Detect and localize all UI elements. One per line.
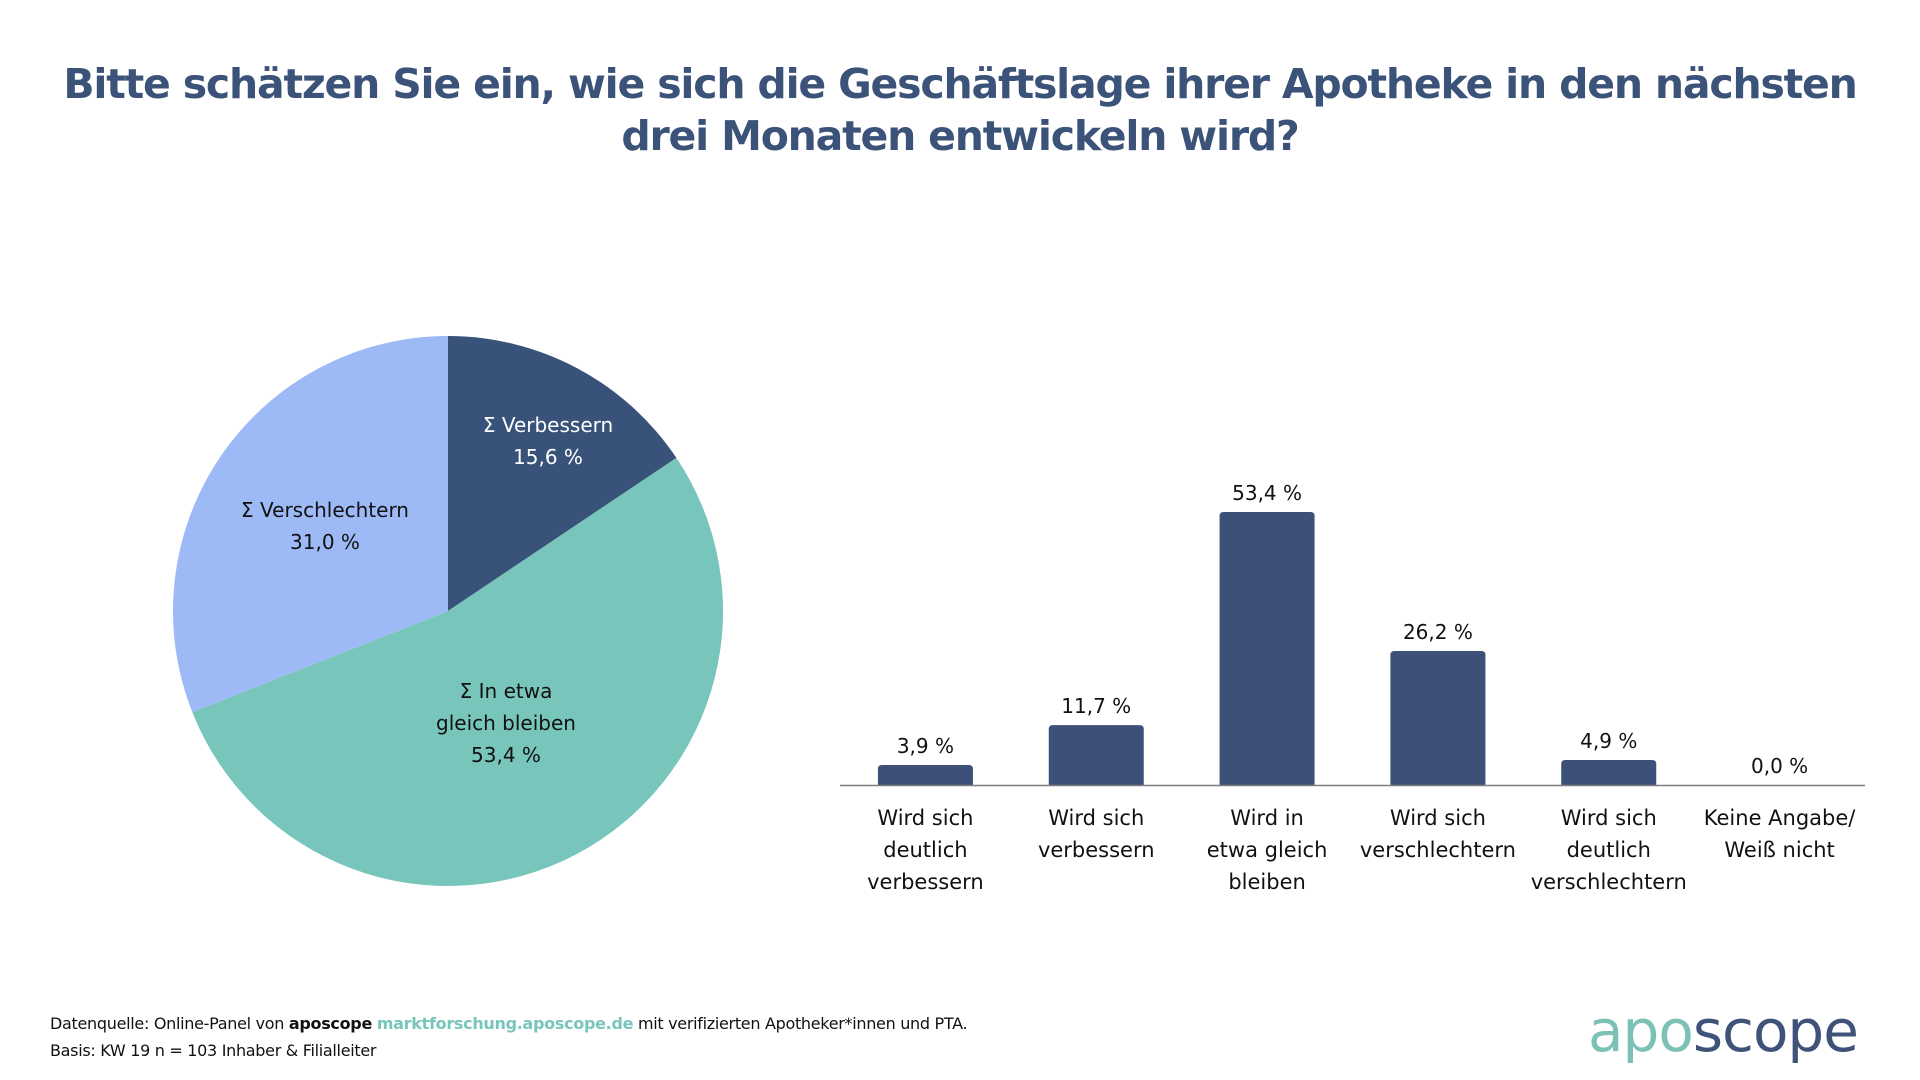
bar-5 bbox=[1561, 759, 1657, 785]
category-label-line: verbessern bbox=[1038, 838, 1155, 862]
pie-slice-3 bbox=[173, 336, 448, 713]
source-suffix: mit verifizierten Apotheker*innen und PT… bbox=[633, 1014, 968, 1033]
data-source-note: Datenquelle: Online-Panel von aposcope m… bbox=[50, 1010, 968, 1037]
bar-chart: 3,9 % Wird sich deutlich verbessern 11,7 % Wi… bbox=[840, 481, 1865, 894]
pie-label-line: 31,0 % bbox=[290, 530, 360, 554]
logo-part-scope: scope bbox=[1692, 997, 1859, 1065]
basis-note: Basis: KW 19 n = 103 Inhaber & Filiallei… bbox=[50, 1041, 377, 1060]
bar-value-label-2: 11,7 % bbox=[1061, 694, 1131, 718]
pie-slice-label-1: Σ Verbessern 15,6 % bbox=[483, 413, 613, 469]
pie-label-line: Σ In etwa bbox=[460, 679, 553, 703]
pie-slice-1 bbox=[448, 336, 677, 611]
category-label-line: verschlechtern bbox=[1360, 838, 1516, 862]
category-label-line: Wird sich bbox=[1561, 806, 1657, 830]
pie-label-line: 15,6 % bbox=[513, 445, 583, 469]
bar-value-label-1: 3,9 % bbox=[897, 734, 954, 758]
category-label-line: bleiben bbox=[1228, 870, 1305, 894]
pie-label-line: gleich bleiben bbox=[436, 711, 576, 735]
category-label-line: Wird sich bbox=[877, 806, 973, 830]
pie-label-line: 53,4 % bbox=[471, 743, 541, 767]
category-label-line: verbessern bbox=[867, 870, 984, 894]
source-prefix: Datenquelle: Online-Panel von bbox=[50, 1014, 289, 1033]
category-label-line: deutlich bbox=[1567, 838, 1651, 862]
pie-label-line: Σ Verbessern bbox=[483, 413, 613, 437]
bar-4 bbox=[1390, 651, 1486, 785]
bar-value-label-4: 26,2 % bbox=[1403, 620, 1473, 644]
category-label-line: Weiß nicht bbox=[1724, 838, 1834, 862]
aposcope-logo: aposcope bbox=[1588, 996, 1859, 1066]
bar-value-label-5: 4,9 % bbox=[1580, 729, 1637, 753]
bar-value-label-6: 0,0 % bbox=[1751, 754, 1808, 778]
category-label-line: Wird in bbox=[1230, 806, 1304, 830]
chart-title: Bitte schätzen Sie ein, wie sich die Ges… bbox=[0, 58, 1920, 162]
pie-chart: Σ Verbessern 15,6 % Σ In etwa gleich bleibe… bbox=[173, 336, 723, 886]
pie-slice-label-3: Σ Verschlechtern 31,0 % bbox=[241, 498, 409, 554]
pie-slice-2 bbox=[192, 457, 723, 886]
category-label-line: deutlich bbox=[883, 838, 967, 862]
chart-title-line-1: Bitte schätzen Sie ein, wie sich die Ges… bbox=[63, 60, 1858, 108]
category-label-5: Wird sich deutlich verschlechtern bbox=[1531, 806, 1687, 894]
category-label-4: Wird sich verschlechtern bbox=[1360, 806, 1516, 862]
bar-3 bbox=[1219, 512, 1315, 785]
category-label-3: Wird in etwa gleich bleiben bbox=[1207, 806, 1328, 894]
category-label-line: etwa gleich bbox=[1207, 838, 1328, 862]
logo-part-apo: apo bbox=[1588, 997, 1694, 1065]
source-brand: aposcope bbox=[288, 1014, 373, 1033]
category-label-6: Keine Angabe/Weiß nicht bbox=[1704, 806, 1857, 862]
category-label-line: Wird sich bbox=[1048, 806, 1144, 830]
bar-value-label-3: 53,4 % bbox=[1232, 481, 1302, 505]
bar-1 bbox=[877, 765, 973, 785]
bar-2 bbox=[1048, 725, 1144, 785]
category-label-line: Wird sich bbox=[1390, 806, 1486, 830]
category-label-line: Keine Angabe/ bbox=[1704, 806, 1857, 830]
category-label-1: Wird sich deutlich verbessern bbox=[867, 806, 984, 894]
footer: Datenquelle: Online-Panel von aposcope m… bbox=[50, 1010, 968, 1064]
chart-title-line-2: drei Monaten entwickeln wird? bbox=[621, 112, 1299, 160]
category-label-line: verschlechtern bbox=[1531, 870, 1687, 894]
pie-slice-label-2: Σ In etwa gleich bleiben 53,4 % bbox=[436, 679, 576, 767]
pie-label-line: Σ Verschlechtern bbox=[241, 498, 409, 522]
category-label-2: Wird sich verbessern bbox=[1038, 806, 1155, 862]
source-link[interactable]: marktforschung.aposcope.de bbox=[376, 1014, 634, 1033]
